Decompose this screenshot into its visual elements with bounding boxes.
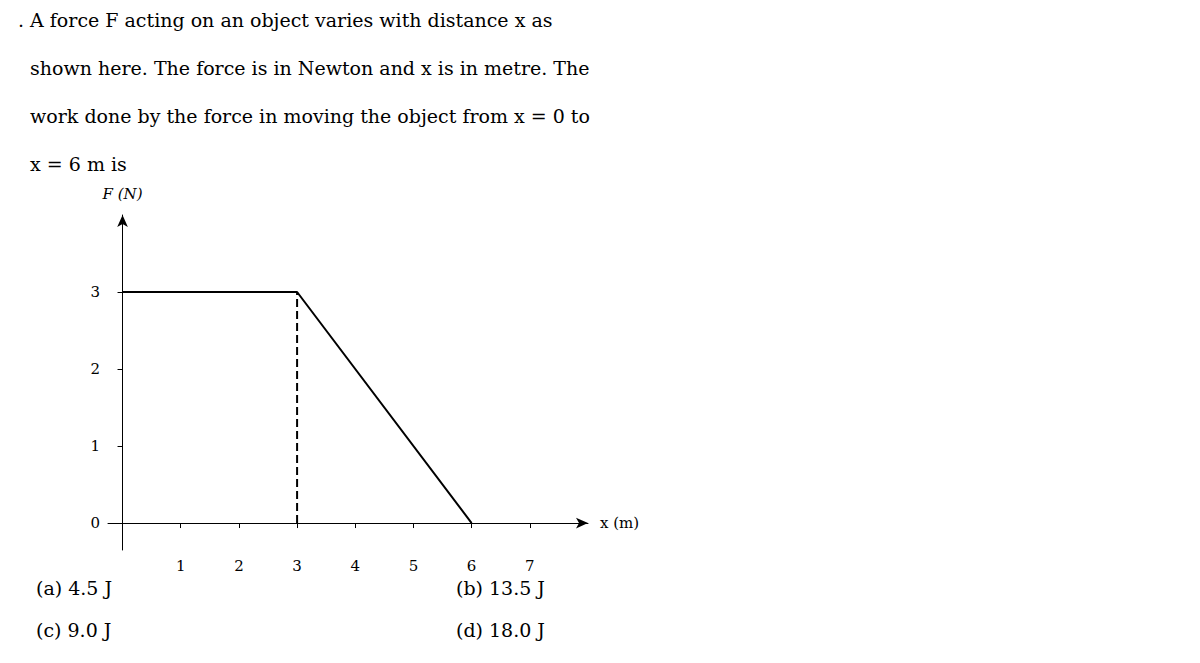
svg-text:2: 2 xyxy=(234,557,244,575)
svg-text:1: 1 xyxy=(176,557,186,575)
svg-text:2: 2 xyxy=(90,360,100,378)
svg-text:(c) 9.0 J: (c) 9.0 J xyxy=(36,619,111,641)
svg-text:7: 7 xyxy=(525,557,535,575)
svg-text:6: 6 xyxy=(467,557,477,575)
svg-text:5: 5 xyxy=(409,557,419,575)
svg-text:0: 0 xyxy=(90,514,100,532)
svg-text:shown here. The force is in Ne: shown here. The force is in Newton and x… xyxy=(18,57,590,79)
svg-text:F (N): F (N) xyxy=(102,185,143,203)
svg-text:work done by the force in movi: work done by the force in moving the obj… xyxy=(18,105,590,127)
svg-text:(b) 13.5 J: (b) 13.5 J xyxy=(456,577,545,599)
svg-text:4: 4 xyxy=(350,557,360,575)
svg-text:. A force F acting on an objec: . A force F acting on an object varies w… xyxy=(18,9,553,31)
svg-text:1: 1 xyxy=(90,437,100,455)
svg-text:x (m): x (m) xyxy=(600,514,639,532)
svg-text:x = 6 m is: x = 6 m is xyxy=(18,153,127,175)
svg-text:3: 3 xyxy=(90,283,100,301)
svg-text:3: 3 xyxy=(292,557,302,575)
svg-text:(d) 18.0 J: (d) 18.0 J xyxy=(456,619,545,641)
svg-text:(a) 4.5 J: (a) 4.5 J xyxy=(36,577,112,599)
